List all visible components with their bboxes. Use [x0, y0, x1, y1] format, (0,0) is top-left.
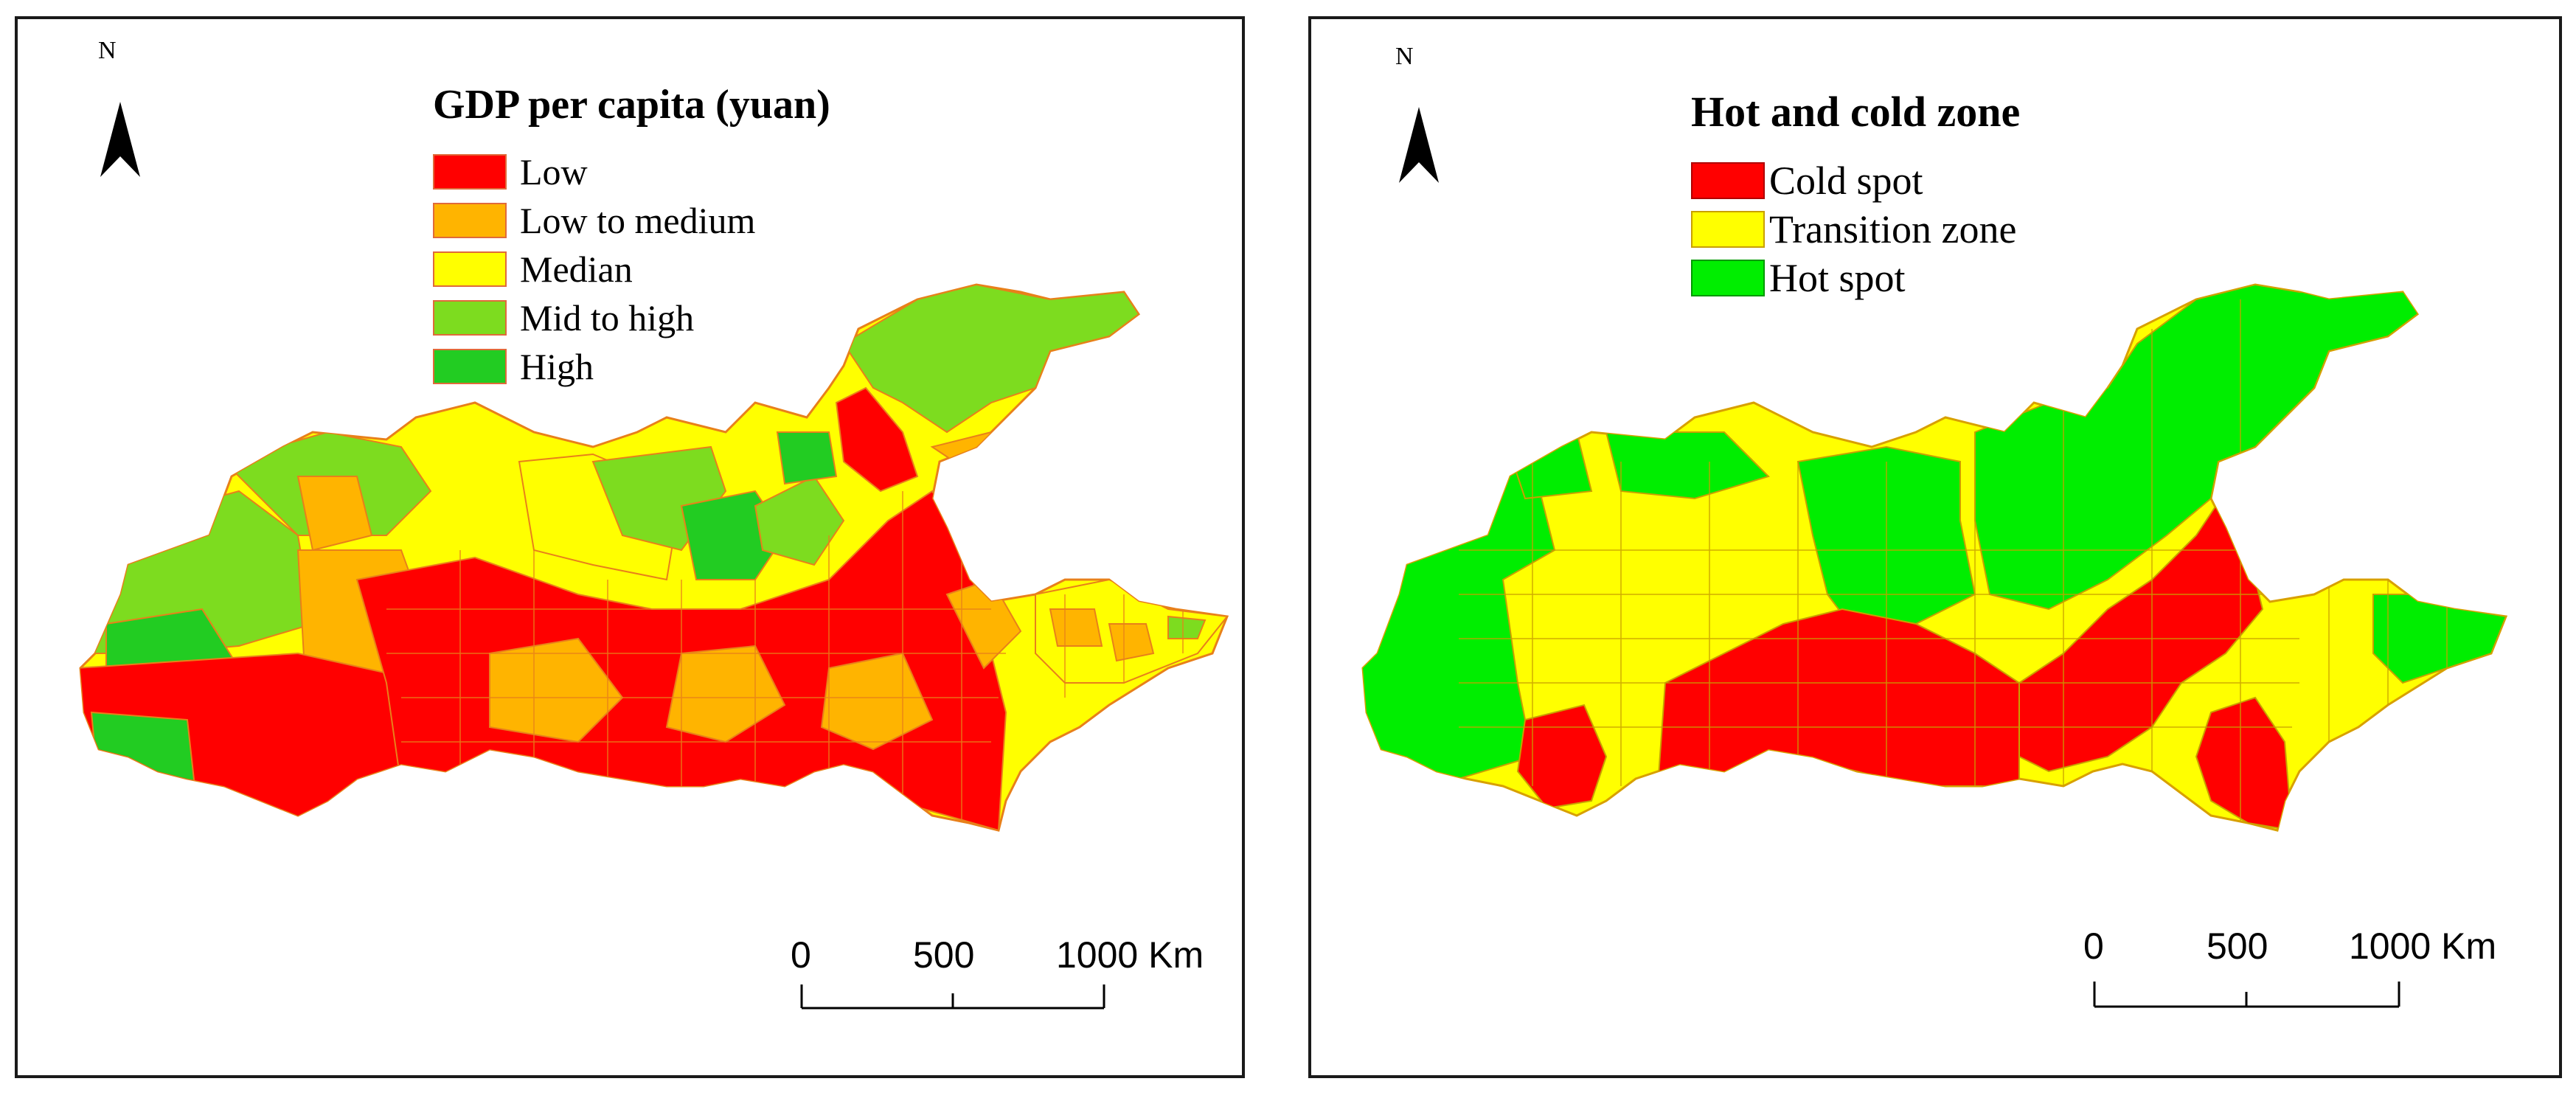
legend-swatch: [1691, 162, 1765, 199]
legend-item-transition-zone: Transition zone: [1691, 206, 2017, 252]
gdp-choropleth-map: [79, 102, 1229, 1010]
legend-label: High: [520, 346, 594, 387]
legend-title: GDP per capita (yuan): [433, 82, 830, 128]
legend-item-high: High: [433, 345, 594, 388]
legend-label: Hot spot: [1769, 256, 1906, 300]
legend-swatch: [433, 203, 507, 238]
legend-swatch: [1691, 211, 1765, 248]
scale-label-500: 500: [913, 934, 975, 976]
legend-swatch: [433, 251, 507, 287]
scale-bar: [2093, 982, 2400, 1008]
scale-label-1000: 1000 Km: [1056, 934, 1204, 976]
scale-label-0: 0: [2083, 925, 2104, 967]
legend-label: Mid to high: [520, 297, 695, 338]
legend-item-median: Median: [433, 248, 633, 291]
scale-label-1000: 1000 Km: [2349, 925, 2497, 967]
north-label: N: [98, 37, 117, 64]
legend-label: Low: [520, 151, 588, 192]
legend-item-hot-spot: Hot spot: [1691, 255, 1906, 301]
legend-item-low-to-medium: Low to medium: [433, 199, 755, 242]
legend-label: Cold spot: [1769, 159, 1923, 203]
north-label: N: [1395, 43, 1414, 70]
gdp-map-panel: N GDP per capita (yuan) Low Low to mediu…: [15, 16, 1245, 1078]
legend-label: Low to medium: [520, 200, 756, 241]
scale-label-500: 500: [2207, 925, 2268, 967]
legend-label: Median: [520, 249, 633, 290]
north-arrow-icon: [1399, 107, 1439, 183]
legend-swatch: [433, 154, 507, 190]
scale-bar: [800, 984, 1105, 1010]
legend-label: Transition zone: [1769, 207, 2017, 251]
legend-item-cold-spot: Cold spot: [1691, 158, 1923, 204]
legend-title: Hot and cold zone: [1691, 88, 2021, 136]
legend-swatch: [433, 349, 507, 384]
legend-swatch: [1691, 260, 1765, 296]
legend-swatch: [433, 300, 507, 336]
north-arrow-icon: [100, 102, 140, 177]
hotspot-map: [1361, 107, 2508, 1008]
hotspot-map-panel: N Hot and cold zone Cold spot Transition…: [1308, 16, 2562, 1078]
legend-item-mid-to-high: Mid to high: [433, 296, 694, 339]
scale-label-0: 0: [791, 934, 811, 976]
legend-item-low: Low: [433, 150, 588, 193]
